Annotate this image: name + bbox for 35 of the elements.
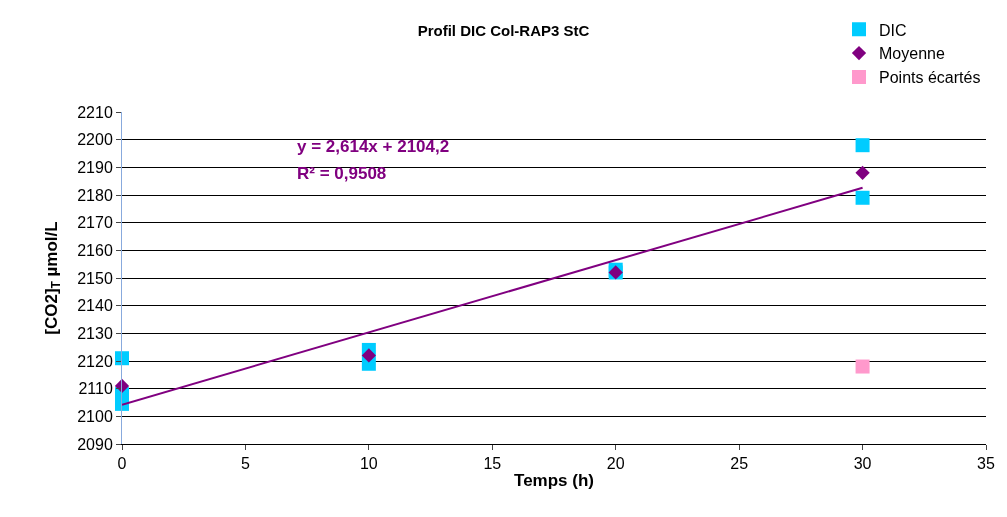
point: [855, 359, 870, 374]
x-tick-label: 5: [240, 455, 250, 473]
legend-label: Points écartés: [879, 69, 981, 87]
y-tick-label: 2200: [77, 131, 113, 149]
y-tick-label: 2190: [77, 158, 113, 176]
chart-title: Profil DIC Col-RAP3 StC: [417, 22, 590, 40]
y-tick-label: 2210: [77, 103, 113, 121]
annotation: R² = 0,9508: [297, 164, 387, 183]
x-tick-label: 20: [606, 455, 625, 473]
x-tick-label: 30: [853, 455, 872, 473]
x-tick-label: 0: [117, 455, 127, 473]
x-axis-title: Temps (h): [514, 470, 594, 490]
y-tick-label: 2100: [77, 407, 113, 425]
legend-label: Moyenne: [879, 45, 945, 63]
point: [855, 165, 870, 181]
y-tick-label: 2150: [77, 269, 113, 287]
y-tick-label: 2140: [77, 297, 113, 315]
y-tick-label: 2130: [77, 324, 113, 342]
y-tick-label: 2090: [77, 435, 113, 453]
point: [855, 138, 870, 153]
x-tick-label: 15: [483, 455, 502, 473]
x-tick-label: 25: [730, 455, 749, 473]
y-tick-label: 2170: [77, 214, 113, 232]
y-tick-label: 2120: [77, 352, 113, 370]
x-tick-label: 35: [977, 455, 995, 473]
legend-label: DIC: [879, 21, 907, 39]
point: [114, 378, 130, 394]
point: [361, 348, 377, 363]
y-tick-label: 2180: [77, 186, 113, 204]
y-tick-label: 2110: [78, 380, 113, 398]
annotation: y = 2,614x + 2104,2: [297, 137, 450, 156]
point: [115, 351, 129, 366]
x-tick-label: 10: [359, 455, 378, 473]
y-tick-label: 2160: [77, 241, 113, 259]
point: [855, 190, 870, 205]
